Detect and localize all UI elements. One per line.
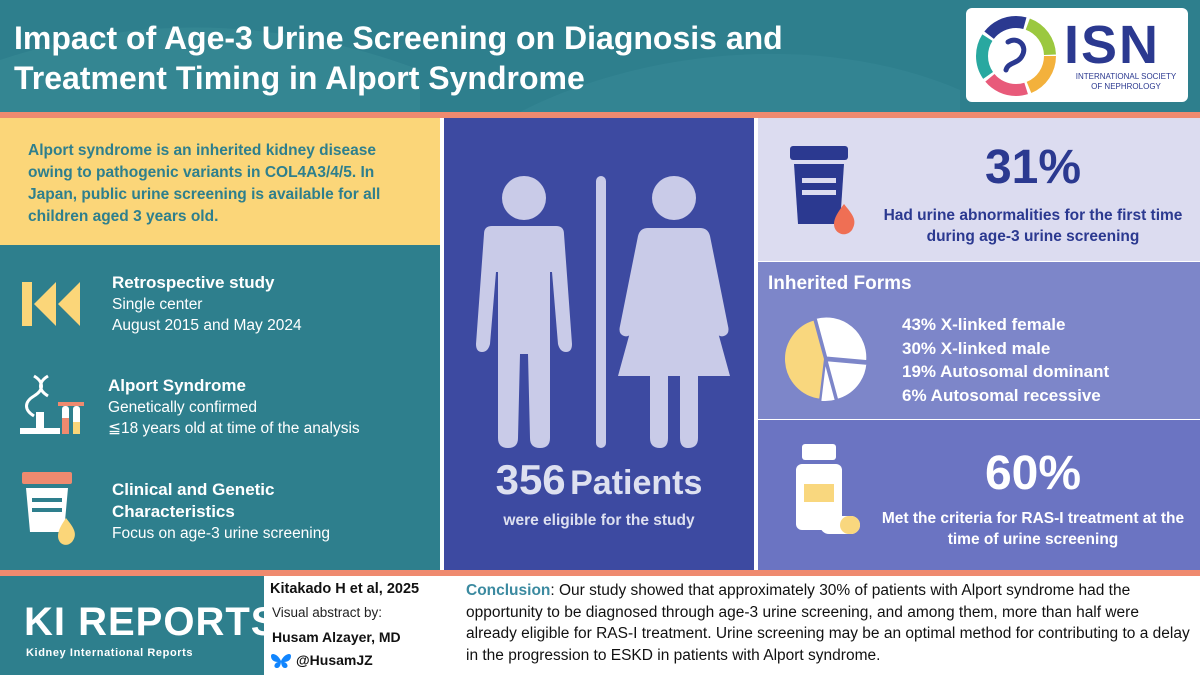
- legend-item: 43% X-linked female: [902, 315, 1066, 334]
- isn-fullname: INTERNATIONAL SOCIETY OF NEPHROLOGY: [1070, 72, 1182, 92]
- urine-result-description: Had urine abnormalities for the first ti…: [883, 207, 1183, 245]
- patients-panel: 356 Patients were eligible for the study: [444, 118, 754, 570]
- legend-item: 30% X-linked male: [902, 338, 1051, 358]
- footer-stripe: [0, 570, 1200, 576]
- pie-slice-x-linked-female: [783, 318, 827, 401]
- conclusion-label: Conclusion: [466, 582, 551, 599]
- visual-abstract-by: Visual abstract by:: [272, 605, 383, 620]
- header-stripe: [0, 112, 1200, 118]
- study-item-line: Focus on age-3 urine screening: [112, 525, 330, 542]
- isn-name-line2: OF NEPHROLOGY: [1091, 82, 1161, 91]
- intro-box: Alport syndrome is an inherited kidney d…: [0, 118, 440, 245]
- inherited-legend: 43% X-linked female 30% X-linked male 19…: [902, 313, 1109, 407]
- legend-item: 19% Autosomal dominant: [902, 362, 1110, 381]
- study-item-alport: Alport Syndrome Genetically confirmed ≦1…: [108, 375, 360, 439]
- microscope-dna-icon: [20, 374, 84, 434]
- study-item-line: August 2015 and May 2024: [112, 317, 302, 334]
- isn-name-line1: INTERNATIONAL SOCIETY: [1075, 72, 1177, 81]
- medicine-bottle-icon: [796, 444, 860, 534]
- ki-reports-logo: KI REPORTS: [24, 600, 279, 644]
- study-item-title: Clinical and Genetic Characteristics: [112, 480, 275, 521]
- page-title: Impact of Age-3 Urine Screening on Diagn…: [14, 20, 783, 96]
- isn-ring-icon: [976, 16, 1056, 96]
- study-item-characteristics: Clinical and Genetic Characteristics Foc…: [112, 479, 342, 544]
- urine-cup-icon: [22, 472, 75, 545]
- butterfly-icon: [271, 653, 291, 668]
- conclusion: Conclusion: Our study showed that approx…: [466, 580, 1194, 666]
- urine-cup-drop-icon: [790, 146, 855, 235]
- inherited-title: Inherited Forms: [768, 273, 912, 294]
- rewind-icon: [22, 282, 80, 326]
- conclusion-text: : Our study showed that approximately 30…: [466, 582, 1190, 664]
- legend-item: 6% Autosomal recessive: [902, 385, 1101, 405]
- ras-result-percent: 60%: [984, 447, 1082, 500]
- author-handle[interactable]: @HusamJZ: [296, 652, 373, 668]
- inherited-pie-chart: [783, 316, 868, 402]
- pie-slice-autosomal-recessive: [819, 360, 838, 402]
- male-female-icon: [476, 176, 730, 448]
- ki-reports-subtitle: Kidney International Reports: [26, 647, 194, 659]
- study-item-line: ≦18 years old at time of the analysis: [108, 420, 360, 437]
- patients-number: 356: [495, 456, 566, 503]
- intro-text: Alport syndrome is an inherited kidney d…: [28, 142, 381, 225]
- pie-slice-x-linked-male: [814, 316, 868, 363]
- study-item-line: Genetically confirmed: [108, 399, 258, 416]
- study-item-retrospective: Retrospective study Single center August…: [112, 272, 302, 336]
- ras-result-description: Met the criteria for RAS-I treatment at …: [881, 510, 1185, 548]
- author-name: Husam Alzayer, MD: [272, 629, 401, 645]
- patients-label: Patients: [570, 464, 703, 502]
- header-decoration: [0, 27, 960, 112]
- study-item-title: Alport Syndrome: [108, 376, 246, 395]
- urine-result-percent: 31%: [984, 141, 1082, 194]
- patients-count: 356 Patients: [444, 456, 754, 504]
- citation: Kitakado H et al, 2025: [270, 581, 420, 597]
- journal-logo-box: [0, 576, 264, 675]
- isn-abbrev: ISN: [1064, 15, 1161, 75]
- pie-slice-autosomal-dominant: [825, 359, 868, 402]
- patients-subtitle: were eligible for the study: [503, 512, 695, 529]
- study-item-title: Retrospective study: [112, 273, 275, 292]
- study-item-line: Single center: [112, 296, 203, 313]
- header: Impact of Age-3 Urine Screening on Diagn…: [0, 0, 1200, 112]
- isn-logo: ISN INTERNATIONAL SOCIETY OF NEPHROLOGY: [966, 8, 1188, 102]
